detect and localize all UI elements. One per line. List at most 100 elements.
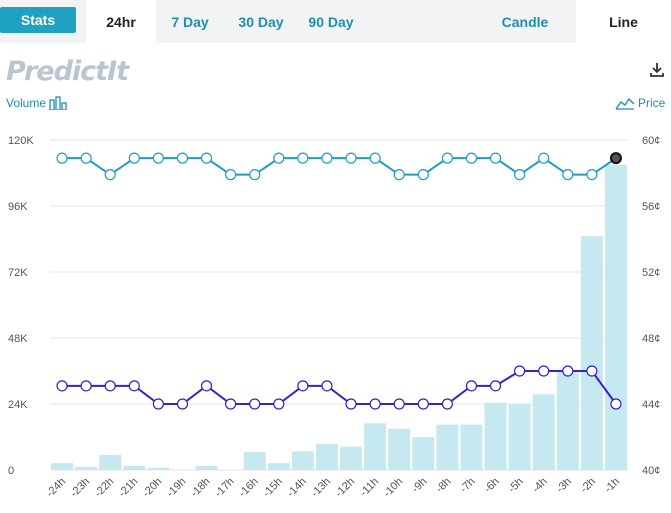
- data-point[interactable]: [297, 152, 309, 164]
- volume-bar: [484, 402, 507, 470]
- tab-30-day[interactable]: 30 Day: [238, 13, 284, 30]
- volume-bar: [604, 164, 627, 470]
- volume-bar: [291, 451, 314, 470]
- volume-bar: [123, 465, 146, 470]
- data-point[interactable]: [393, 169, 405, 181]
- x-tick-label: -23h: [68, 476, 92, 500]
- data-point[interactable]: [321, 380, 333, 392]
- data-point[interactable]: [489, 152, 502, 164]
- data-point[interactable]: [104, 169, 116, 181]
- data-point[interactable]: [80, 152, 92, 164]
- volume-bar: [460, 424, 483, 470]
- x-tick-label: -17h: [213, 476, 237, 500]
- volume-bar: [556, 371, 579, 470]
- data-point[interactable]: [538, 152, 550, 164]
- line-chart-icon: [615, 97, 635, 110]
- data-point[interactable]: [417, 398, 429, 410]
- data-point[interactable]: [152, 152, 164, 164]
- x-tick-label: -11h: [358, 476, 381, 499]
- x-tick-label: -8h: [434, 476, 454, 496]
- volume-bar: [195, 465, 218, 470]
- x-tick-label: -22h: [92, 476, 116, 500]
- volume-bar: [147, 467, 170, 470]
- tab-7-day[interactable]: 7 Day: [171, 13, 209, 30]
- stats-button[interactable]: Stats: [0, 7, 76, 33]
- volume-bar: [267, 463, 290, 470]
- data-point[interactable]: [562, 365, 574, 377]
- data-point[interactable]: [200, 152, 213, 164]
- x-tick-label: -5h: [506, 476, 526, 496]
- tab-90-day[interactable]: 90 Day: [308, 13, 354, 30]
- x-tick-label: -2h: [578, 476, 598, 496]
- data-point[interactable]: [586, 169, 598, 181]
- data-point[interactable]: [417, 169, 429, 181]
- x-tick-label: -4h: [530, 476, 550, 496]
- data-point[interactable]: [489, 380, 502, 392]
- series-line: [62, 156, 617, 176]
- data-point[interactable]: [80, 380, 92, 392]
- tab-candle[interactable]: Candle: [501, 13, 549, 30]
- tab-bar: Stats 24hr 7 Day 30 Day 90 Day Candle Li…: [0, 0, 671, 43]
- data-point[interactable]: [514, 169, 526, 181]
- data-point[interactable]: [321, 152, 333, 164]
- data-point[interactable]: [538, 365, 550, 377]
- y-right-tick-label: 48¢: [642, 333, 660, 345]
- x-tick-label: -12h: [333, 476, 357, 500]
- x-tick-label: -3h: [554, 476, 574, 496]
- data-point[interactable]: [345, 152, 357, 164]
- data-point[interactable]: [176, 152, 189, 164]
- legend-price[interactable]: Price: [615, 96, 665, 110]
- data-point[interactable]: [441, 152, 453, 164]
- data-point[interactable]: [609, 152, 622, 165]
- data-point[interactable]: [225, 169, 237, 181]
- data-point[interactable]: [249, 169, 261, 181]
- data-point[interactable]: [465, 152, 478, 164]
- data-point[interactable]: [441, 398, 453, 410]
- x-tick-label: -24h: [44, 476, 68, 500]
- volume-bar: [412, 437, 435, 470]
- x-tick-label: -10h: [381, 476, 405, 500]
- data-point[interactable]: [610, 398, 622, 410]
- bar-chart-icon: [49, 96, 67, 110]
- data-point[interactable]: [465, 380, 478, 392]
- data-point[interactable]: [562, 169, 574, 181]
- tab-24hr[interactable]: 24hr: [86, 0, 156, 43]
- data-point[interactable]: [297, 380, 309, 392]
- data-point[interactable]: [128, 380, 140, 392]
- predictit-logo: PredictIt: [6, 56, 129, 87]
- y-left-tick-label: 120K: [8, 135, 34, 147]
- volume-bar: [171, 469, 194, 470]
- data-point[interactable]: [249, 398, 261, 410]
- download-icon[interactable]: [649, 62, 665, 78]
- data-point[interactable]: [128, 152, 140, 164]
- data-point[interactable]: [345, 398, 357, 410]
- volume-bar: [99, 454, 122, 470]
- data-point[interactable]: [200, 380, 213, 392]
- legend-volume[interactable]: Volume: [6, 96, 67, 110]
- volume-bar: [51, 463, 74, 470]
- volume-bar: [580, 236, 603, 470]
- x-tick-label: -20h: [140, 476, 164, 500]
- x-tick-label: -6h: [482, 476, 502, 496]
- volume-bar: [75, 466, 98, 470]
- data-point[interactable]: [369, 398, 381, 410]
- volume-bar: [340, 446, 363, 470]
- data-point[interactable]: [56, 380, 68, 392]
- data-point[interactable]: [273, 398, 285, 410]
- x-tick-label: -18h: [189, 476, 213, 500]
- volume-bar: [508, 404, 531, 470]
- data-point[interactable]: [56, 152, 68, 164]
- data-point[interactable]: [152, 398, 164, 410]
- y-right-tick-label: 60¢: [642, 135, 660, 147]
- tab-line[interactable]: Line: [576, 0, 671, 43]
- data-point[interactable]: [225, 398, 237, 410]
- data-point[interactable]: [514, 365, 526, 377]
- data-point[interactable]: [369, 152, 381, 164]
- data-point[interactable]: [393, 398, 405, 410]
- data-point[interactable]: [176, 398, 189, 410]
- data-point[interactable]: [273, 152, 285, 164]
- data-point[interactable]: [586, 365, 598, 377]
- data-point[interactable]: [104, 380, 116, 392]
- y-right-tick-label: 52¢: [642, 267, 660, 279]
